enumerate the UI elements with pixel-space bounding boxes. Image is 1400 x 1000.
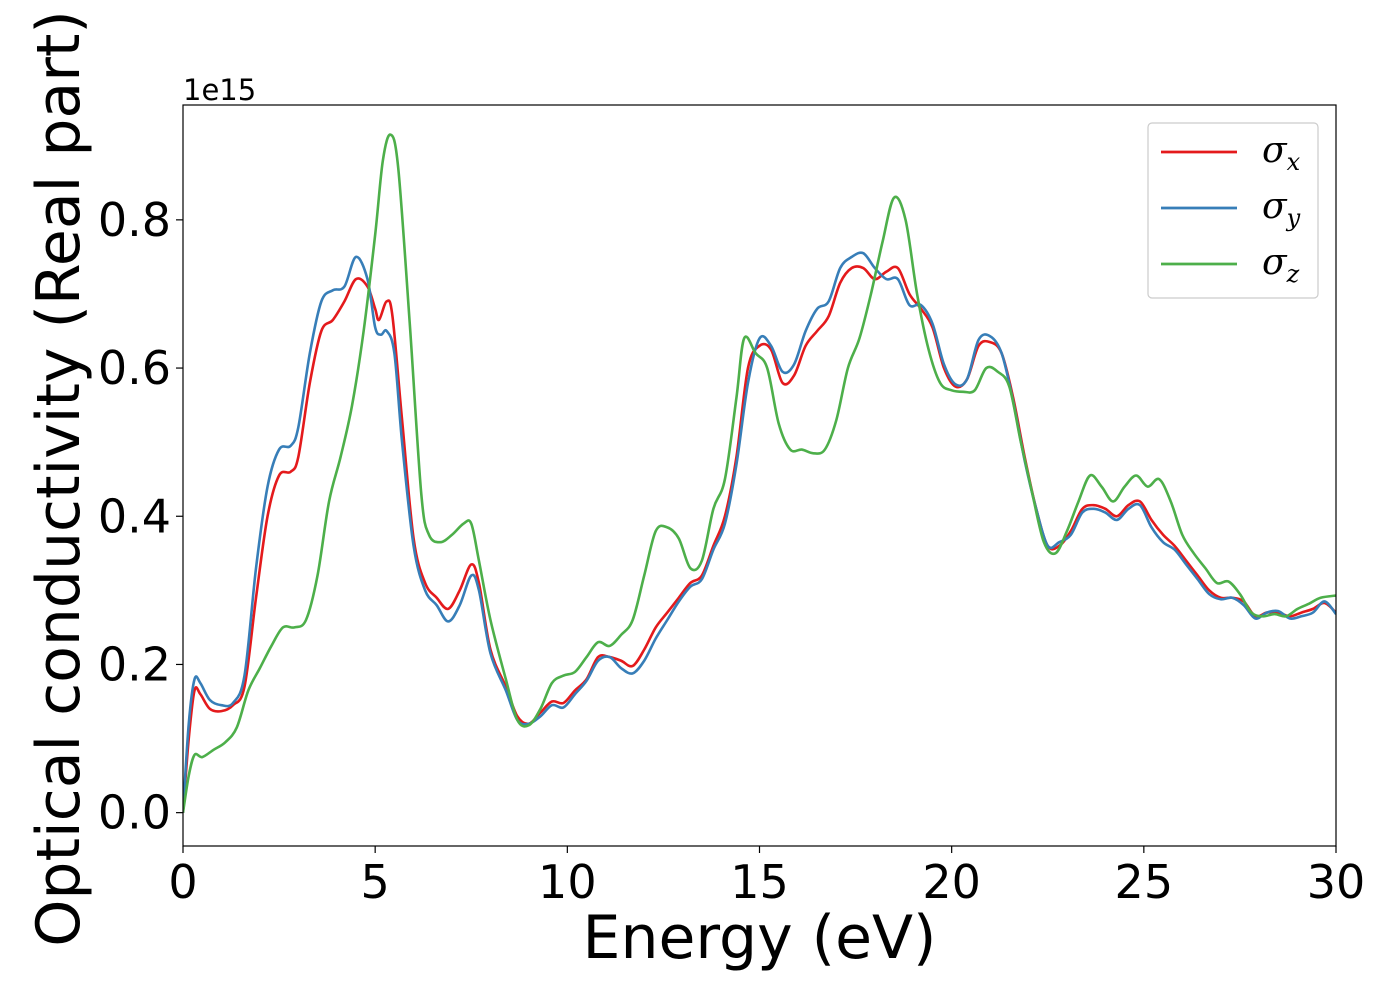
x-tick-label: 25 [1115, 855, 1174, 909]
y-tick-label: 0.4 [98, 489, 171, 543]
y-tick-label: 0.6 [98, 341, 171, 395]
x-axis: 0 5 10 15 20 25 30 [168, 846, 1365, 909]
legend-label-y: σy [1262, 186, 1301, 232]
x-tick-label: 0 [168, 855, 197, 909]
legend-symbol: σ [1262, 130, 1288, 171]
legend-symbol: σ [1262, 186, 1288, 227]
legend-subscript: x [1287, 148, 1301, 176]
x-tick-label: 10 [538, 855, 597, 909]
y-tick-label: 0.0 [98, 786, 171, 840]
series-line-x [183, 265, 1336, 813]
x-tick-label: 30 [1307, 855, 1366, 909]
x-tick-label: 20 [922, 855, 981, 909]
x-tick-label: 15 [730, 855, 789, 909]
legend-subscript: y [1286, 204, 1301, 232]
y-axis: 0.0 0.2 0.4 0.6 0.8 [98, 193, 183, 840]
series-line-y [183, 251, 1336, 813]
legend-box [1147, 122, 1319, 299]
y-tick-label: 0.2 [98, 637, 171, 691]
x-axis-title: Energy (eV) [583, 903, 937, 973]
y-axis-title: Optical conductivity (Real part) [24, 10, 94, 947]
series-lines [183, 133, 1336, 813]
legend-label-z: σz [1262, 242, 1300, 288]
y-offset-label: 1e15 [183, 73, 256, 107]
legend-label-x: σx [1262, 130, 1301, 176]
legend-subscript: z [1286, 260, 1300, 288]
legend-symbol: σ [1262, 242, 1288, 283]
y-tick-label: 0.8 [98, 193, 171, 247]
x-tick-label: 5 [361, 855, 390, 909]
series-line-z [183, 133, 1336, 813]
